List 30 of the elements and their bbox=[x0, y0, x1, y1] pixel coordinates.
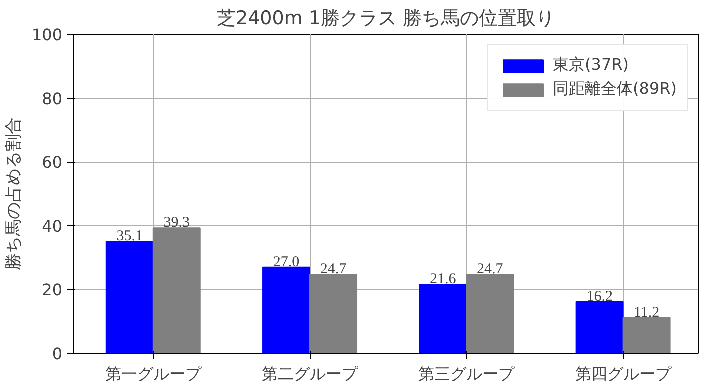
x-tick-label: 第二グループ bbox=[262, 364, 360, 384]
data-label: 24.7 bbox=[320, 262, 348, 278]
y-tick-label: 40 bbox=[42, 216, 62, 236]
bar bbox=[310, 274, 358, 354]
bar bbox=[419, 284, 468, 354]
y-tick-label: 100 bbox=[32, 26, 63, 44]
data-label: 16.2 bbox=[586, 288, 613, 305]
y-tick-label: 60 bbox=[42, 153, 62, 172]
x-tick-label: 第三グループ bbox=[418, 364, 516, 384]
x-tick-label: 第四グループ bbox=[575, 364, 672, 384]
bar bbox=[622, 317, 671, 354]
data-label: 27.0 bbox=[273, 254, 300, 270]
y-axis-title: 勝ち馬の占める割合 bbox=[4, 118, 24, 270]
data-label: 11.2 bbox=[634, 304, 660, 321]
bar bbox=[262, 266, 311, 354]
legend-label: 同距離全体(89R) bbox=[553, 79, 677, 100]
bar bbox=[466, 274, 514, 354]
bar bbox=[106, 241, 154, 354]
chart-title: 芝2400m 1勝クラス 勝ち馬の位置取り bbox=[216, 8, 556, 30]
legend-label: 東京(37R) bbox=[553, 55, 629, 76]
data-label: 39.3 bbox=[164, 215, 190, 232]
data-label: 35.1 bbox=[116, 228, 144, 245]
y-tick-label: 80 bbox=[42, 89, 62, 108]
bar bbox=[152, 228, 201, 354]
y-tick-label: 0 bbox=[52, 344, 63, 364]
data-label: 24.7 bbox=[477, 262, 504, 278]
bar bbox=[576, 301, 624, 354]
data-label: 21.6 bbox=[430, 272, 457, 288]
x-tick-label: 第一グループ bbox=[105, 364, 202, 384]
y-tick-label: 20 bbox=[42, 280, 62, 300]
